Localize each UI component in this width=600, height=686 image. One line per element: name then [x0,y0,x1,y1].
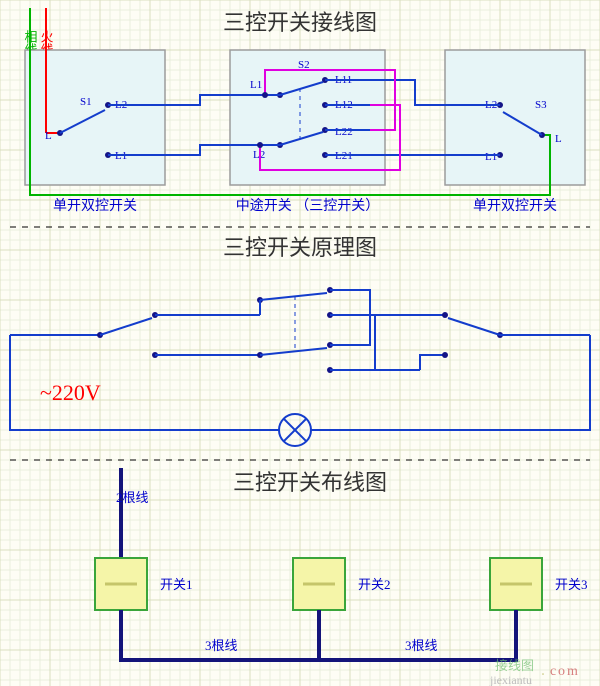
section1-title: 三控开关接线图 [223,10,377,35]
watermark-cn: 接线图 [495,658,534,673]
switch-box-3 [445,50,585,185]
svg-text:c: c [550,664,556,679]
s1-name: S1 [80,96,92,108]
svg-text:o: o [558,664,565,679]
section2-title: 三控开关原理图 [223,235,377,260]
s3-L: L [555,133,562,145]
switch-box-2-label: 中途开关 （三控开关） [236,197,380,214]
s1-L: L [45,130,52,142]
layout-switch-2-label: 开关2 [358,577,391,592]
voltage-label: ~220V [40,380,101,405]
wire2-label: 2根线 [116,490,149,505]
s2-L22: L22 [335,126,353,138]
switch-box-3-label: 单开双控开关 [473,198,557,214]
svg-text:.: . [541,662,545,679]
wire3b-label: 3根线 [405,638,438,653]
wire3a-label: 3根线 [205,638,238,653]
switch-box-1-label: 单开双控开关 [53,198,137,214]
svg-text:jiexiantu: jiexiantu [489,673,532,686]
svg-text:m: m [567,664,578,679]
layout-switch-1-label: 开关1 [160,577,193,592]
s2-L1: L1 [250,79,262,91]
layout-switch-3-label: 开关3 [555,577,588,592]
section3-title: 三控开关布线图 [233,470,387,495]
s3-L1: L1 [485,151,497,163]
s3-name: S3 [535,99,547,111]
